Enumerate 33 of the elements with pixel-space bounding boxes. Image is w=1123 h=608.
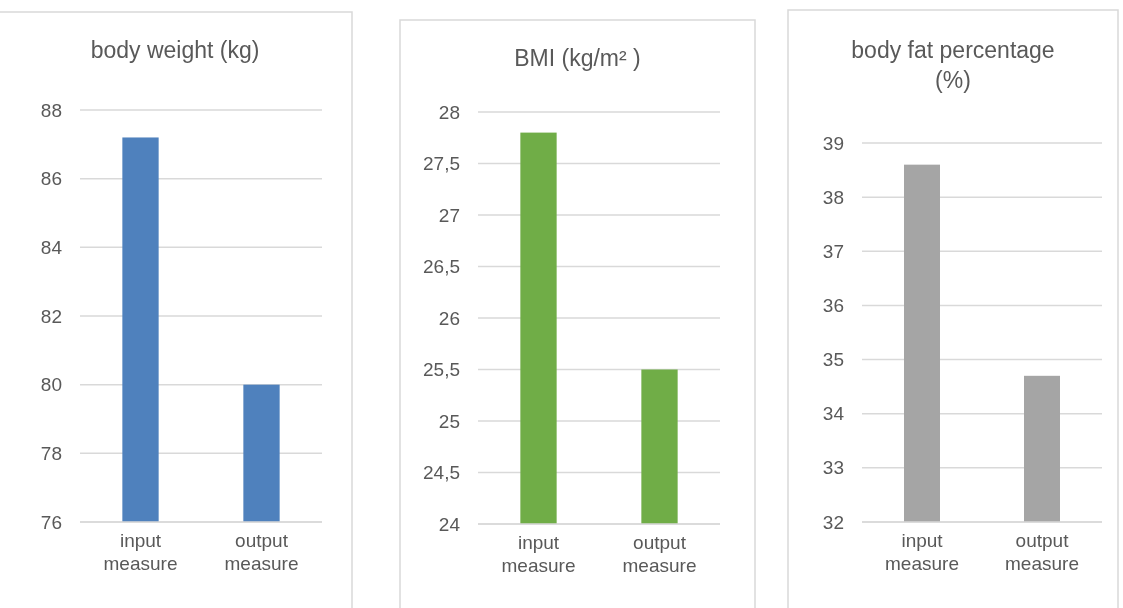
y-tick-label: 24,5 (423, 462, 460, 484)
y-tick-label: 38 (822, 186, 844, 208)
y-tick-label: 25,5 (423, 359, 460, 381)
y-tick-label: 36 (822, 295, 844, 317)
y-tick-label: 27 (438, 204, 460, 226)
x-tick-label: output measure (1005, 530, 1079, 575)
y-tick-label: 76 (40, 511, 62, 533)
y-tick-label: 28 (438, 101, 460, 123)
y-tick-label: 26 (438, 307, 460, 329)
y-tick-label: 39 (822, 132, 844, 154)
chart-title: BMI (kg/m² ) (514, 45, 641, 72)
y-tick-label: 34 (822, 403, 845, 425)
x-tick-label: input measure (885, 530, 959, 575)
y-tick-label: 26,5 (423, 256, 460, 278)
y-tick-label: 32 (822, 511, 844, 533)
y-tick-label: 78 (40, 442, 62, 464)
y-tick-label: 25 (438, 410, 460, 432)
x-tick-label: output measure (622, 532, 697, 577)
chart-title: body fat percentage (%) (851, 37, 1055, 94)
y-tick-label: 84 (40, 236, 63, 258)
chart-title: body weight (kg) (90, 37, 260, 64)
y-tick-label: 80 (40, 374, 62, 396)
y-tick-label: 86 (40, 168, 62, 190)
y-tick-label: 27,5 (423, 153, 460, 175)
y-tick-label: 35 (822, 349, 844, 371)
y-tick-label: 37 (822, 240, 844, 262)
y-tick-label: 88 (40, 99, 62, 121)
x-tick-label: output measure (224, 530, 299, 575)
x-tick-label: input measure (103, 530, 178, 575)
y-tick-label: 24 (438, 513, 461, 535)
x-tick-label: input measure (501, 532, 576, 577)
y-tick-label: 33 (822, 457, 844, 479)
y-tick-label: 82 (40, 305, 62, 327)
